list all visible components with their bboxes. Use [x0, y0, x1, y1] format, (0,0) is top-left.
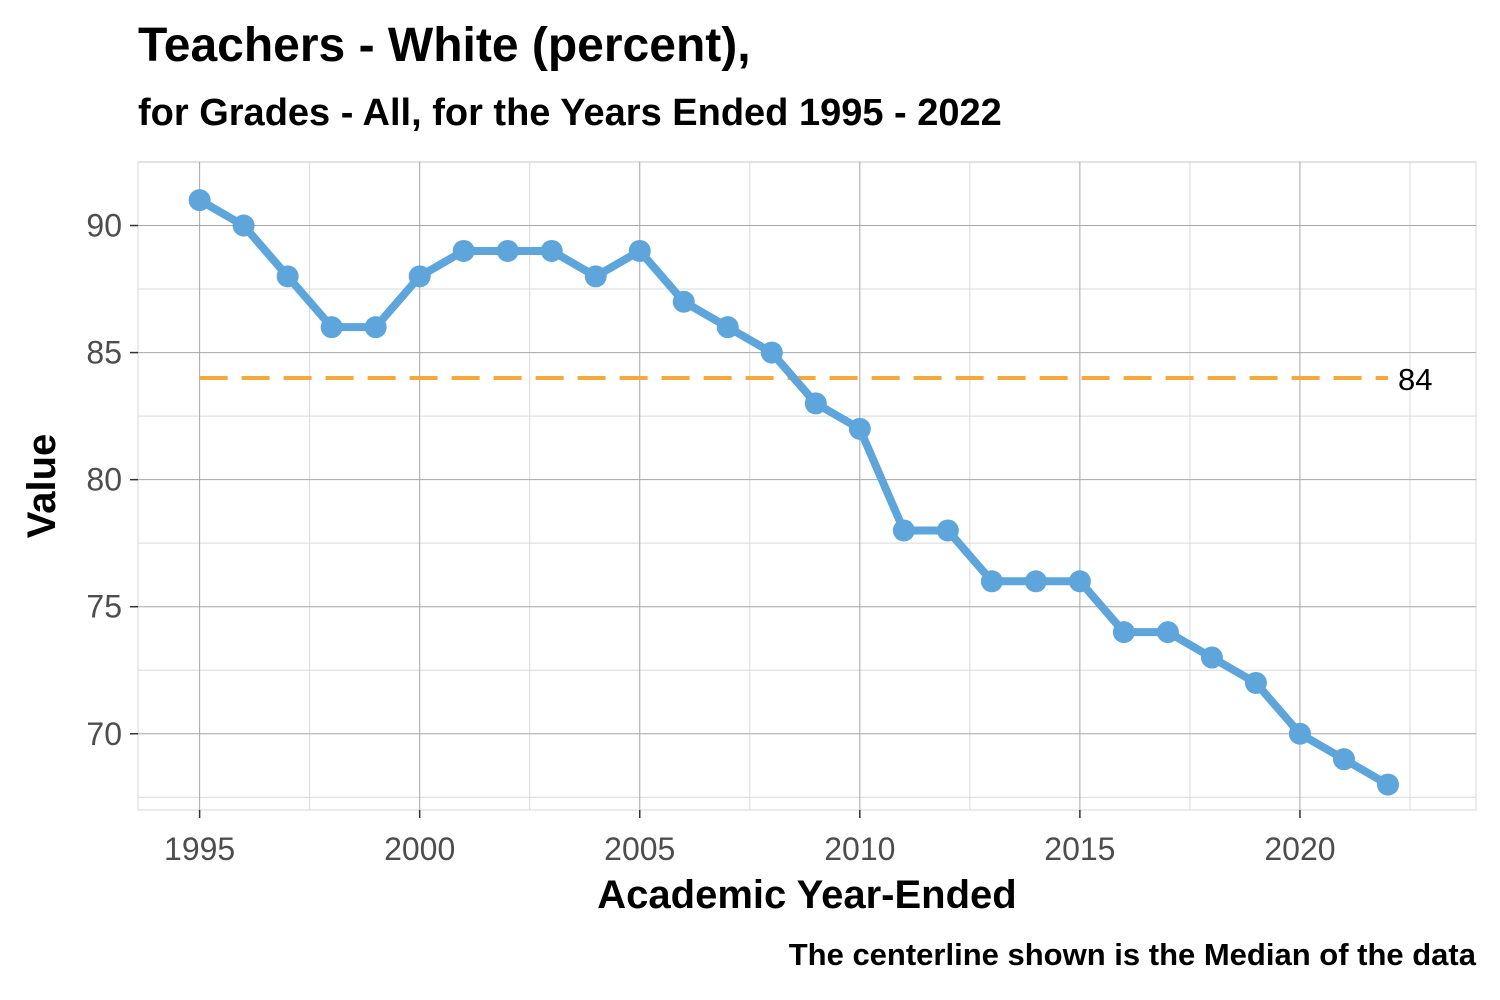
y-tick-label: 70 — [86, 716, 122, 752]
data-point — [452, 239, 475, 262]
data-point — [232, 214, 255, 237]
minor-gridlines — [138, 161, 1476, 810]
data-point — [716, 316, 739, 339]
y-tick-label: 85 — [86, 335, 122, 371]
y-axis: 70 75 80 85 90 — [86, 208, 138, 752]
data-point — [364, 316, 387, 339]
data-point — [1068, 570, 1091, 593]
data-point — [320, 316, 343, 339]
y-tick-label: 75 — [86, 589, 122, 625]
major-gridlines — [138, 162, 1476, 810]
y-tick-label: 80 — [86, 462, 122, 498]
data-point — [1288, 722, 1311, 745]
data-point — [1024, 570, 1047, 593]
data-point — [1376, 773, 1399, 796]
series-group — [188, 189, 1399, 796]
data-point — [1200, 646, 1223, 669]
data-point — [1112, 621, 1135, 644]
data-point — [584, 265, 607, 288]
data-point — [496, 239, 519, 262]
x-tick-label: 1995 — [164, 831, 235, 867]
data-point — [276, 265, 299, 288]
x-tick-label: 2000 — [384, 831, 455, 867]
x-axis-title: Academic Year-Ended — [597, 873, 1016, 917]
data-point — [1332, 748, 1355, 771]
data-point — [672, 290, 695, 313]
data-point — [540, 239, 563, 262]
x-tick-label: 2010 — [824, 831, 895, 867]
x-tick-label: 2015 — [1044, 831, 1115, 867]
plot-panel — [137, 161, 1477, 811]
data-point — [980, 570, 1003, 593]
data-point — [892, 519, 915, 542]
data-point — [1244, 671, 1267, 694]
centerline-label: 84 — [1398, 362, 1432, 397]
data-point — [628, 239, 651, 262]
x-tick-label: 2005 — [604, 831, 675, 867]
data-point — [408, 265, 431, 288]
data-point — [936, 519, 959, 542]
x-axis: 1995 2000 2005 2010 2015 2020 — [164, 810, 1336, 867]
data-point — [1156, 621, 1179, 644]
data-point — [188, 189, 211, 212]
chart-title: Teachers - White (percent), — [138, 19, 751, 72]
chart-caption: The centerline shown is the Median of th… — [788, 937, 1476, 972]
y-tick-label: 90 — [86, 208, 122, 244]
data-point — [760, 341, 783, 364]
y-axis-title: Value — [20, 434, 64, 539]
x-tick-label: 2020 — [1264, 831, 1335, 867]
chart-subtitle: for Grades - All, for the Years Ended 19… — [138, 92, 1002, 134]
data-point — [848, 417, 871, 440]
data-point — [804, 392, 827, 415]
series-line — [195, 196, 1392, 789]
